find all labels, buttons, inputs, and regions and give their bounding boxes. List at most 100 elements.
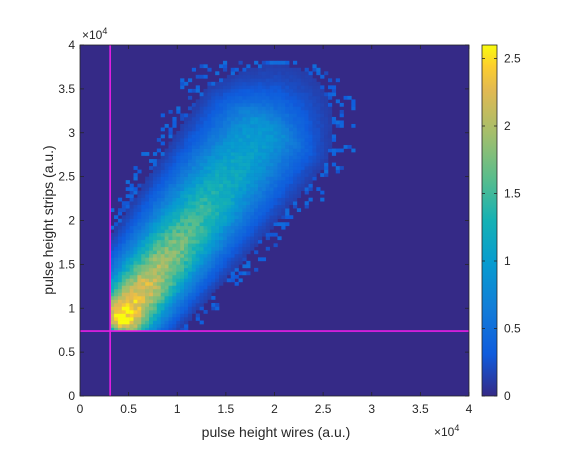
- heatmap-cell: [168, 141, 173, 146]
- heatmap-cell: [215, 127, 220, 132]
- heatmap-cell: [261, 81, 267, 86]
- heatmap-cell: [324, 152, 329, 156]
- heatmap-cell: [242, 208, 247, 213]
- heatmap-cell: [160, 246, 165, 251]
- heatmap-cell: [292, 85, 298, 90]
- heatmap-cell: [160, 169, 165, 174]
- heatmap-cell: [160, 162, 165, 167]
- heatmap-cell: [176, 295, 181, 300]
- heatmap-cell: [238, 141, 243, 146]
- heatmap-cell: [164, 201, 169, 205]
- heatmap-cell: [125, 267, 130, 272]
- heatmap-cell: [207, 67, 212, 72]
- heatmap-cell: [211, 190, 216, 195]
- heatmap-cell: [164, 222, 169, 227]
- heatmap-cell: [114, 215, 119, 220]
- heatmap-cell: [129, 187, 134, 191]
- heatmap-cell: [277, 236, 282, 241]
- heatmap-cell: [257, 102, 263, 107]
- heatmap-cell: [184, 141, 189, 146]
- heatmap-cell: [250, 229, 255, 234]
- heatmap-cell: [250, 211, 255, 216]
- heatmap-cell: [211, 148, 216, 153]
- heatmap-cell: [145, 253, 150, 258]
- heatmap-cell: [176, 166, 181, 170]
- heatmap-cell: [234, 120, 239, 125]
- heatmap-cell: [203, 243, 208, 248]
- heatmap-cell: [281, 190, 286, 195]
- heatmap-cell: [304, 190, 309, 195]
- heatmap-cell: [226, 131, 232, 135]
- heatmap-cell: [222, 106, 228, 111]
- heatmap-cell: [324, 109, 329, 114]
- heatmap-cell: [160, 176, 165, 181]
- heatmap-cell: [125, 260, 130, 265]
- heatmap-cell: [327, 148, 333, 153]
- heatmap-cell: [230, 123, 235, 128]
- heatmap-cell: [133, 264, 138, 269]
- heatmap-cell: [211, 197, 216, 202]
- heatmap-cell: [145, 292, 150, 297]
- heatmap-cell: [117, 292, 123, 297]
- heatmap-cell: [219, 92, 224, 97]
- heatmap-cell: [110, 302, 115, 307]
- heatmap-cell: [261, 131, 267, 135]
- heatmap-cell: [312, 102, 317, 107]
- heatmap-cell: [195, 148, 200, 153]
- heatmap-cell: [152, 183, 158, 188]
- heatmap-cell: [215, 236, 220, 241]
- heatmap-cell: [160, 204, 165, 209]
- heatmap-cell: [277, 152, 282, 156]
- heatmap-cell: [277, 190, 282, 195]
- heatmap-cell: [246, 176, 251, 181]
- heatmap-cell: [300, 169, 305, 174]
- heatmap-cell: [312, 95, 317, 100]
- heatmap-cell: [199, 74, 204, 79]
- heatmap-cell: [110, 274, 115, 279]
- heatmap-cell: [184, 243, 189, 248]
- heatmap-cell: [296, 176, 302, 181]
- heatmap-cell: [207, 201, 212, 205]
- heatmap-cell: [312, 113, 317, 118]
- heatmap-cell: [242, 113, 247, 118]
- heatmap-cell: [180, 183, 185, 188]
- heatmap-cell: [257, 211, 263, 216]
- heatmap-cell: [277, 113, 282, 118]
- heatmap-cell: [215, 145, 220, 149]
- heatmap-cell: [195, 264, 200, 269]
- heatmap-cell: [261, 145, 267, 149]
- heatmap-cell: [168, 313, 173, 318]
- heatmap-cell: [117, 288, 123, 293]
- heatmap-cell: [114, 302, 119, 307]
- x-axis-multiplier: ×104: [434, 423, 459, 439]
- heatmap-cell: [281, 134, 286, 139]
- heatmap-cell: [199, 232, 204, 237]
- heatmap-cell: [261, 257, 267, 262]
- heatmap-cell: [257, 64, 263, 69]
- heatmap-cell: [203, 152, 208, 156]
- colorbar-tick-label: 0: [504, 389, 511, 403]
- heatmap-cell: [292, 92, 298, 97]
- heatmap-cell: [203, 187, 208, 191]
- heatmap-cell: [176, 324, 181, 328]
- heatmap-cell: [226, 78, 232, 83]
- heatmap-cell: [277, 162, 282, 167]
- heatmap-cell: [199, 218, 204, 223]
- heatmap-cell: [254, 194, 259, 198]
- heatmap-cell: [304, 201, 309, 205]
- heatmap-cell: [180, 113, 185, 118]
- heatmap-cell: [273, 78, 278, 83]
- heatmap-cell: [168, 211, 173, 216]
- heatmap-cell: [230, 106, 235, 111]
- heatmap-cell: [254, 211, 259, 216]
- heatmap-cell: [110, 320, 115, 325]
- heatmap-cell: [149, 183, 154, 188]
- heatmap-cell: [316, 116, 321, 121]
- heatmap-cell: [304, 113, 309, 118]
- heatmap-cell: [125, 295, 130, 300]
- heatmap-cell: [191, 302, 197, 307]
- heatmap-cell: [331, 85, 337, 90]
- heatmap-cell: [125, 257, 130, 262]
- heatmap-cell: [265, 145, 270, 149]
- heatmap-cell: [121, 313, 127, 318]
